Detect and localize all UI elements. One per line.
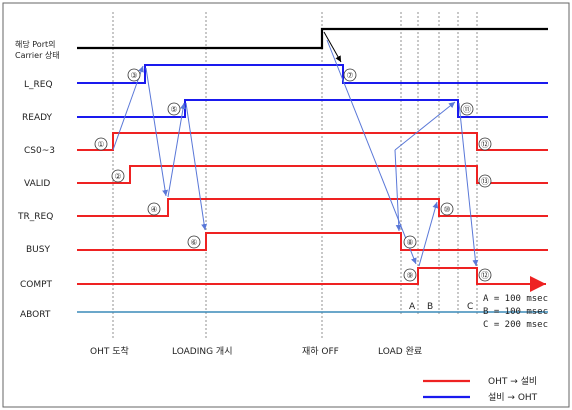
timing-note-a: A = 100 msec xyxy=(483,294,548,304)
legend-red-label: OHT → 설비 xyxy=(488,376,537,387)
step-12-compt-marker: ⑫ xyxy=(478,268,492,282)
step-2-marker: ② xyxy=(111,169,125,183)
waveform-busy xyxy=(77,232,548,251)
step-9-marker: ⑨ xyxy=(403,268,417,282)
waveform-carrier xyxy=(77,27,548,50)
svg-text:③: ③ xyxy=(130,71,137,80)
legend-blue-label: 설비 → OHT xyxy=(488,392,538,403)
svg-text:②: ② xyxy=(114,172,121,181)
carrier-drop-arrow xyxy=(323,31,342,63)
svg-text:⑨: ⑨ xyxy=(406,271,413,280)
label-valid: VALID xyxy=(24,179,50,189)
step-13-valid-marker: ⑬ xyxy=(478,174,492,188)
svg-text:①: ① xyxy=(97,140,104,149)
step-3-marker: ③ xyxy=(127,68,141,82)
step-4-marker: ④ xyxy=(147,202,161,216)
event-oht-arrive: OHT 도착 xyxy=(90,346,129,357)
step-10-marker: ⑩ xyxy=(440,202,454,216)
svg-text:⑪: ⑪ xyxy=(463,105,471,114)
waveform-compt xyxy=(77,267,546,292)
label-tr-req: TR_REQ xyxy=(17,212,53,222)
svg-text:⑫: ⑫ xyxy=(481,140,489,149)
timing-note-b: B = 100 msec xyxy=(483,307,548,317)
timing-note-c: C = 200 msec xyxy=(483,320,548,330)
label-ready: READY xyxy=(22,113,53,123)
waveform-ready xyxy=(77,99,548,118)
svg-text:⑥: ⑥ xyxy=(190,238,197,247)
waveform-l-req xyxy=(77,64,548,84)
timing-letter-c: C xyxy=(467,302,473,312)
step-markers: ① ② ③ ④ ⑤ ⑥ ⑦ ⑧ xyxy=(94,68,492,282)
handshake-arrows xyxy=(112,39,479,267)
svg-text:⑦: ⑦ xyxy=(346,71,353,80)
step-7-marker: ⑦ xyxy=(343,68,357,82)
event-load-off: 재하 OFF xyxy=(302,346,339,357)
step-11-marker: ⑪ xyxy=(460,102,474,116)
label-busy: BUSY xyxy=(26,245,50,255)
svg-text:⑬: ⑬ xyxy=(481,177,489,186)
label-abort: ABORT xyxy=(20,310,51,320)
step-12-cs-marker: ⑫ xyxy=(478,137,492,151)
port-label-line1: 해당 Port의 xyxy=(15,39,55,49)
guide-lines xyxy=(112,12,478,340)
label-l-req: L_REQ xyxy=(24,80,53,90)
waveform-tr-req xyxy=(77,198,548,217)
label-cs: CS0~3 xyxy=(24,146,55,156)
svg-text:⑧: ⑧ xyxy=(406,238,413,247)
timing-letter-b: B xyxy=(427,302,433,312)
waveform-cs xyxy=(77,132,548,151)
legend: OHT → 설비 설비 → OHT xyxy=(423,376,538,403)
timing-letter-a: A xyxy=(409,302,416,312)
svg-text:⑩: ⑩ xyxy=(443,205,450,214)
event-load-done: LOAD 완료 xyxy=(378,346,422,357)
waveform-valid xyxy=(77,165,548,184)
step-6-marker: ⑥ xyxy=(187,235,201,249)
svg-text:⑫: ⑫ xyxy=(481,271,489,280)
step-5-marker: ⑤ xyxy=(167,102,181,116)
step-1-marker: ① xyxy=(94,137,108,151)
label-compt: COMPT xyxy=(20,280,53,290)
port-label-line2: Carrier 상태 xyxy=(15,50,60,60)
step-8-marker: ⑧ xyxy=(403,235,417,249)
svg-text:④: ④ xyxy=(150,205,157,214)
event-loading-start: LOADING 개시 xyxy=(172,346,233,357)
svg-text:⑤: ⑤ xyxy=(170,105,177,114)
